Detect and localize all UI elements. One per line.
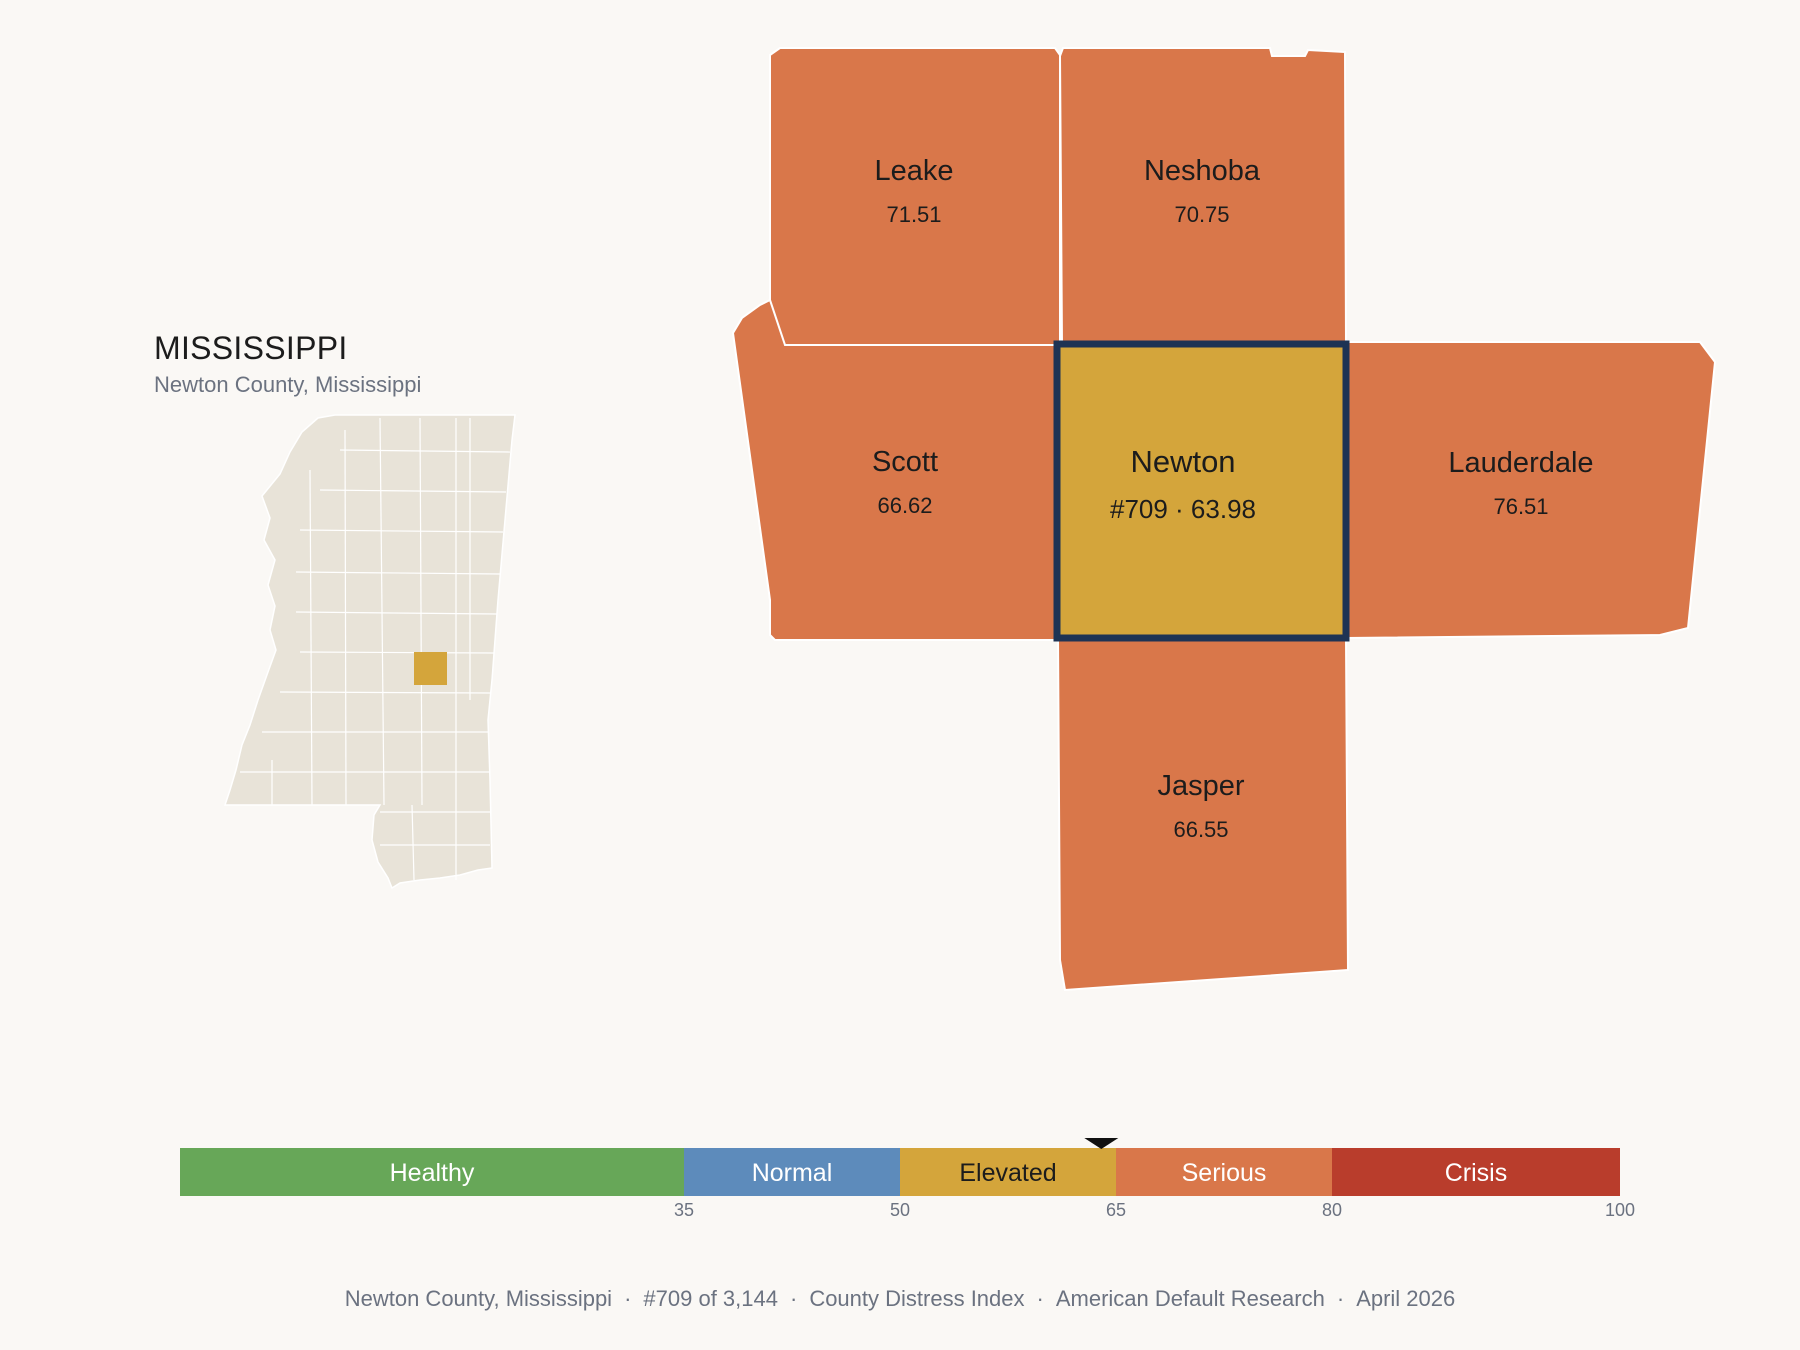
- county-shape-leake[interactable]: [769, 47, 1061, 346]
- state-locator-map: [223, 414, 516, 890]
- scale-band-crisis: [1332, 1148, 1620, 1196]
- scale-band-serious: [1116, 1148, 1332, 1196]
- scale-tick-label: 65: [1106, 1200, 1126, 1220]
- county-name-jasper: Jasper: [1157, 770, 1244, 802]
- distress-scale-bar: Healthy Normal Elevated Serious Crisis 35 50 65…: [180, 1138, 1635, 1220]
- county-shape-scott[interactable]: [731, 298, 1059, 641]
- scale-band-healthy: [180, 1148, 684, 1196]
- county-name-scott: Scott: [872, 446, 938, 478]
- scale-band-normal: [684, 1148, 900, 1196]
- county-name-lauderdale: Lauderdale: [1448, 447, 1593, 479]
- footer: Newton County, Mississippi · #709 of 3,144…: [344, 1286, 1456, 1311]
- scale-tick-label: 35: [674, 1200, 694, 1220]
- footer-date: April 2026: [1356, 1286, 1456, 1311]
- footer-county: Newton County, Mississippi: [344, 1286, 613, 1311]
- scale-tick-label: 50: [890, 1200, 910, 1220]
- county-name-newton: Newton: [1130, 444, 1235, 479]
- scale-band-label-crisis: Crisis: [1445, 1159, 1508, 1187]
- county-shape-lauderdale[interactable]: [1345, 341, 1717, 640]
- county-name-leake: Leake: [874, 155, 953, 187]
- scale-band-label-serious: Serious: [1182, 1159, 1267, 1187]
- neighbor-county-map: Leake 71.51 Neshoba 70.75 Scott 66.62 Ne…: [731, 47, 1717, 992]
- scale-band-label-normal: Normal: [752, 1159, 833, 1187]
- scale-marker-triangle: [1084, 1138, 1119, 1149]
- state-title: MISSISSIPPI: [154, 330, 348, 366]
- scale-tick-label: 80: [1322, 1200, 1342, 1220]
- state-outline: [223, 414, 516, 890]
- county-score-leake: 71.51: [886, 202, 941, 227]
- footer-org: American Default Research: [1055, 1286, 1325, 1311]
- footer-rank: #709 of 3,144: [643, 1286, 778, 1311]
- state-county-lines: [240, 417, 511, 881]
- state-highlight-newton: [414, 652, 447, 685]
- county-score-jasper: 66.55: [1173, 817, 1228, 842]
- footer-index: County Distress Index: [809, 1286, 1025, 1311]
- scale-band-label-healthy: Healthy: [390, 1159, 475, 1187]
- county-shape-newton[interactable]: [1053, 340, 1350, 642]
- scale-tick-label: 100: [1605, 1200, 1635, 1220]
- state-subtitle: Newton County, Mississippi: [154, 372, 422, 397]
- county-name-neshoba: Neshoba: [1144, 155, 1261, 187]
- county-score-lauderdale: 76.51: [1493, 494, 1548, 519]
- county-shape-jasper[interactable]: [1056, 637, 1350, 992]
- scale-band-elevated: [900, 1148, 1116, 1196]
- county-shape-neshoba[interactable]: [1058, 47, 1348, 346]
- scale-band-label-elevated: Elevated: [959, 1159, 1056, 1187]
- county-score-scott: 66.62: [877, 493, 932, 518]
- county-score-neshoba: 70.75: [1174, 202, 1229, 227]
- county-score-newton: #709 · 63.98: [1110, 494, 1256, 524]
